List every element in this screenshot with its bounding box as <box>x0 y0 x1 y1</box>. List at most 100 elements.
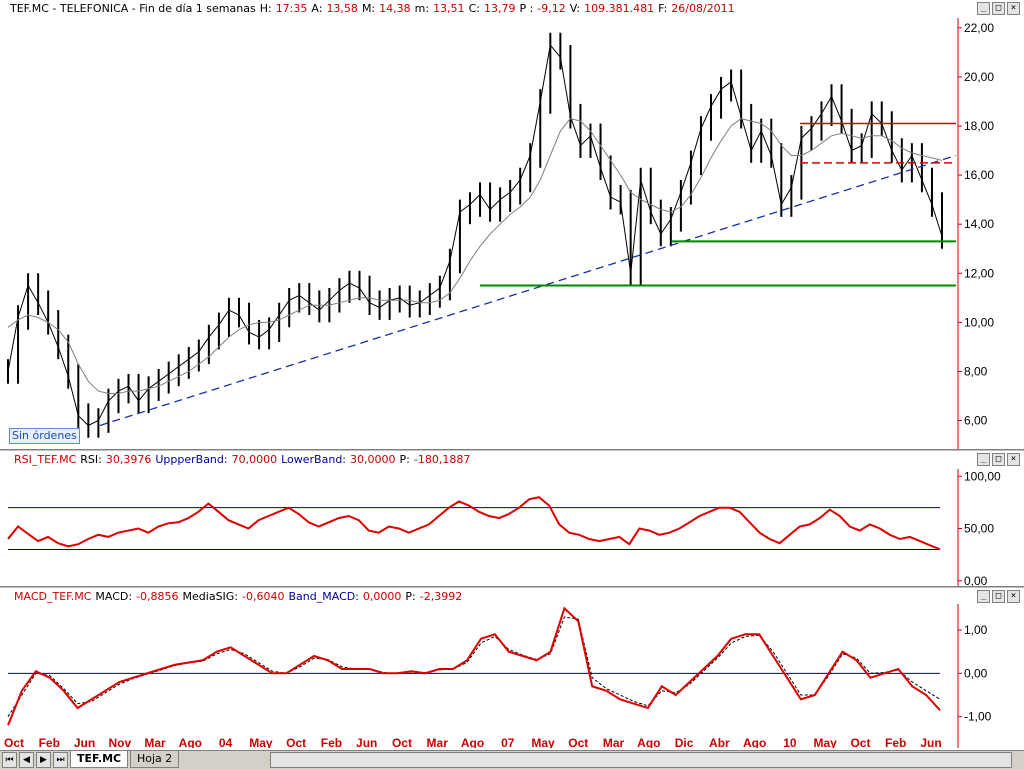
macd-window-buttons: _ □ × <box>977 590 1020 603</box>
minimize-button[interactable]: _ <box>977 590 990 603</box>
macd-chart[interactable]: 1,00 0,00 -1,00 Oct Feb Jun Nov Mar Ago 04 May Oct F… <box>0 604 1024 748</box>
price-tick-label: 12,00 <box>964 266 994 280</box>
open-value: 13,58 <box>326 2 358 15</box>
tab-tef[interactable]: TEF.MC <box>70 751 129 768</box>
minimize-button[interactable]: _ <box>977 2 990 15</box>
close-button[interactable]: × <box>1007 2 1020 15</box>
band-value: 0,0000 <box>362 590 402 603</box>
prev-sheet-button[interactable]: ◀ <box>19 752 34 768</box>
pane-separator[interactable] <box>0 586 1024 589</box>
date-tick-label: Ago <box>743 736 766 748</box>
minimize-button[interactable]: _ <box>977 453 990 466</box>
price-tick-label: 18,00 <box>964 119 994 133</box>
tab-hoja2[interactable]: Hoja 2 <box>130 751 180 768</box>
price-tick-label: 8,00 <box>964 364 988 378</box>
max-label: M: <box>361 2 376 15</box>
rsi-window-buttons: _ □ × <box>977 453 1020 466</box>
close-value: 13,79 <box>483 2 516 15</box>
trend-line <box>99 154 957 427</box>
orders-badge[interactable]: Sin órdenes <box>9 428 80 444</box>
price-tick-label: 14,00 <box>964 217 994 231</box>
date-tick-label: 04 <box>219 736 233 748</box>
date-tick-label: Oct <box>568 736 588 748</box>
rsi-tick-label: 100,00 <box>964 469 1001 483</box>
last-sheet-button[interactable]: ⏭ <box>53 752 68 768</box>
date-tick-label: Mar <box>603 736 625 748</box>
price-tick-label: 20,00 <box>964 70 994 84</box>
symbol-title: TEF.MC - TELEFONICA - Fin de día 1 seman… <box>10 2 256 15</box>
macd-p-value: -2,3992 <box>419 590 463 603</box>
date-tick-label: Oct <box>392 736 412 748</box>
date-tick-label: Ago <box>179 736 202 748</box>
open-label: A: <box>311 2 323 15</box>
rsi-line <box>7 496 941 551</box>
high-label: H: <box>259 2 272 15</box>
rsi-value: 30,3976 <box>105 453 152 466</box>
date-tick-label: Oct <box>286 736 306 748</box>
rsi-tick-label: 50,00 <box>964 522 994 536</box>
date-tick-label: Jun <box>920 736 941 748</box>
volume-label: V: <box>569 2 581 15</box>
sheet-tab-bar: ⏮ ◀ ▶ ⏭ TEF.MC Hoja 2 <box>0 750 1024 769</box>
first-sheet-button[interactable]: ⏮ <box>2 752 17 768</box>
maximize-button[interactable]: □ <box>992 2 1005 15</box>
max-value: 14,38 <box>379 2 411 15</box>
date-tick-label: Ago <box>637 736 660 748</box>
rsi-tick-label: 0,00 <box>964 574 988 586</box>
date-tick-label: Feb <box>885 736 906 748</box>
close-button[interactable]: × <box>1007 453 1020 466</box>
date-tick-label: Mar <box>427 736 449 748</box>
rsi-chart[interactable]: 100,00 50,00 0,00 <box>0 469 1024 586</box>
upper-value: 70,0000 <box>231 453 278 466</box>
maximize-button[interactable]: □ <box>992 590 1005 603</box>
price-tick-label: 10,00 <box>964 315 994 329</box>
date-tick-label: 07 <box>501 736 515 748</box>
macd-tick-label: 0,00 <box>964 666 988 680</box>
horizontal-scrollbar[interactable] <box>270 752 1012 768</box>
price-header: TEF.MC - TELEFONICA - Fin de día 1 seman… <box>0 0 1024 18</box>
next-sheet-button[interactable]: ▶ <box>36 752 51 768</box>
date-tick-label: May <box>249 736 273 748</box>
lower-label: LowerBand: <box>281 453 347 466</box>
price-pane: TEF.MC - TELEFONICA - Fin de día 1 seman… <box>0 0 1024 450</box>
close-label: C: <box>468 2 480 15</box>
close-button[interactable]: × <box>1007 590 1020 603</box>
pane-separator[interactable] <box>0 449 1024 452</box>
rsi-p-label: P: <box>399 453 410 466</box>
macd-line <box>7 606 941 726</box>
change-label: P : <box>519 2 534 15</box>
change-value: -9,12 <box>537 2 566 15</box>
lower-value: 30,0000 <box>350 453 396 466</box>
rsi-label: RSI: <box>80 453 102 466</box>
macd-pane: MACD_TEF.MC MACD: -0,8856 MediaSIG: -0,6040 B… <box>0 588 1024 750</box>
date-tick-label: Feb <box>321 736 342 748</box>
macd-signal-line <box>7 616 941 717</box>
date-tick-label: May <box>531 736 555 748</box>
date-tick-label: Jun <box>356 736 377 748</box>
date-tick-label: May <box>814 736 838 748</box>
min-value: 13,51 <box>433 2 465 15</box>
date-tick-label: Mar <box>144 736 166 748</box>
price-tick-label: 6,00 <box>964 414 988 428</box>
high-value: 17:35 <box>275 2 308 15</box>
rsi-header: RSI_TEF.MC RSI: 30,3976 UppperBand: 70,0000 L… <box>0 451 1024 469</box>
sig-label: MediaSIG: <box>182 590 239 603</box>
date-tick-label: Abr <box>709 736 730 748</box>
date-tick-label: Oct <box>850 736 870 748</box>
price-chart[interactable]: 22,00 20,00 18,00 16,00 14,00 12,00 10,00 8,00 6… <box>0 18 1024 450</box>
volume-value: 109.381.481 <box>584 2 655 15</box>
maximize-button[interactable]: □ <box>992 453 1005 466</box>
price-tick-label: 16,00 <box>964 168 994 182</box>
macd-tick-label: -1,00 <box>964 710 992 724</box>
min-label: m: <box>414 2 430 15</box>
date-tick-label: Jun <box>74 736 95 748</box>
date-tick-label: Ago <box>461 736 484 748</box>
macd-header: MACD_TEF.MC MACD: -0,8856 MediaSIG: -0,6040 B… <box>0 588 1024 606</box>
rsi-name: RSI_TEF.MC <box>14 453 77 466</box>
macd-p-label: P: <box>405 590 416 603</box>
moving-average-line <box>7 118 943 394</box>
price-tick-label: 22,00 <box>964 21 994 35</box>
date-tick-label: Dic <box>675 736 694 748</box>
price-close-line <box>7 43 943 427</box>
band-label: Band_MACD: <box>288 590 359 603</box>
